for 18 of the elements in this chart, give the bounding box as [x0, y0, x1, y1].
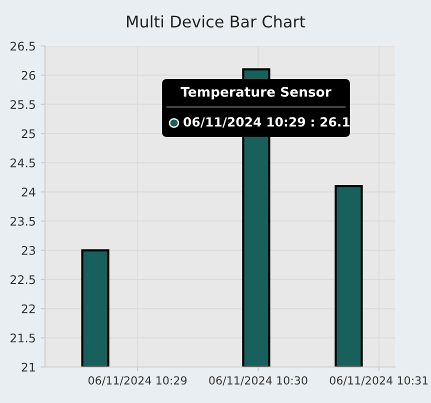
y-tick-label: 26 — [22, 70, 36, 80]
y-tick-label: 25 — [22, 129, 35, 138]
y-tick-label: 23.5 — [10, 216, 35, 226]
y-tick-label: 24.5 — [10, 158, 35, 168]
y-tick-label: 21 — [22, 362, 35, 372]
y-tick-label: 24 — [22, 188, 36, 196]
annotation: 06/11/2024 10:29 : 26.1 — [184, 117, 350, 128]
chart-title: Multi Device Bar Chart — [127, 15, 306, 28]
annotation: Temperature Sensor — [180, 86, 332, 100]
y-tick-label: 21.5 — [10, 334, 35, 342]
x-tick-label: 06/11/2024 10:31 — [330, 376, 428, 386]
y-tick-label: 26.5 — [10, 42, 35, 51]
y-tick-label: 22 — [22, 304, 35, 314]
y-tick-label: 25.5 — [10, 100, 35, 110]
y-tick-label: 23 — [22, 246, 36, 255]
y-tick-label: 22.5 — [10, 275, 35, 284]
x-tick-label: 06/11/2024 10:30 — [209, 376, 308, 386]
x-tick-label: 06/11/2024 10:29 — [88, 376, 187, 386]
